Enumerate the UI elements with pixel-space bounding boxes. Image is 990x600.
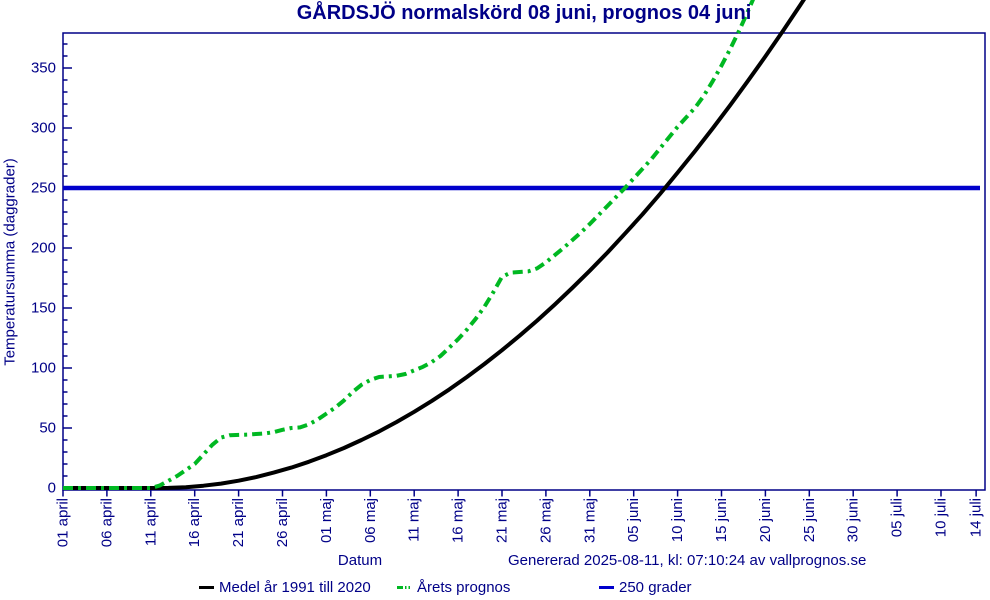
y-tick-label: 200 bbox=[31, 240, 56, 257]
y-tick-label: 350 bbox=[31, 60, 56, 77]
x-tick-label: 20 juni bbox=[757, 498, 774, 542]
y-axis-label: Temperatursumma (daggrader) bbox=[1, 158, 19, 366]
x-tick-label: 21 april bbox=[230, 498, 247, 547]
series-line-normal bbox=[63, 0, 807, 490]
legend-item-reference: 250 grader bbox=[599, 578, 692, 596]
x-tick-label: 14 juli bbox=[968, 498, 985, 537]
x-tick-label: 16 april bbox=[186, 498, 203, 547]
x-tick-label: 26 maj bbox=[537, 498, 554, 543]
y-tick-label: 150 bbox=[31, 300, 56, 317]
x-tick-label: 10 juni bbox=[669, 498, 686, 542]
series-line-forecast bbox=[63, 0, 755, 490]
plot-border bbox=[62, 32, 986, 491]
x-tick-label: 11 maj bbox=[406, 498, 423, 542]
x-tick-label: 15 juni bbox=[713, 498, 730, 542]
x-tick-label: 01 maj bbox=[318, 498, 335, 543]
generated-timestamp: Genererad 2025-08-11, kl: 07:10:24 av va… bbox=[508, 552, 867, 569]
chart-title: GÅRDSJÖ normalskörd 08 juni, prognos 04 … bbox=[296, 2, 752, 24]
legend-swatch-normal-line bbox=[199, 585, 214, 589]
y-tick-label: 0 bbox=[48, 480, 56, 497]
x-tick-label: 06 maj bbox=[362, 498, 379, 543]
x-tick-label: 21 maj bbox=[494, 498, 511, 543]
legend-swatch-reference-line bbox=[599, 585, 614, 589]
x-tick-label: 05 juli bbox=[889, 498, 906, 537]
x-tick-label: 06 april bbox=[98, 498, 115, 547]
y-tick-label: 300 bbox=[31, 120, 56, 137]
y-tick-label: 100 bbox=[31, 360, 56, 377]
legend-item-normal: Medel år 1991 till 2020 bbox=[199, 578, 371, 596]
x-tick-label: 26 april bbox=[274, 498, 291, 547]
legend-label-forecast: Årets prognos bbox=[417, 578, 511, 596]
x-tick-label: 01 april bbox=[55, 498, 72, 547]
x-tick-label: 11 april bbox=[142, 498, 159, 546]
y-tick-label: 250 bbox=[31, 180, 56, 197]
x-tick-label: 05 juni bbox=[625, 498, 642, 542]
x-tick-label: 16 maj bbox=[450, 498, 467, 543]
x-tick-label: 30 juni bbox=[845, 498, 862, 542]
y-tick-label: 50 bbox=[39, 420, 56, 437]
x-axis-label: Datum bbox=[337, 552, 383, 569]
legend-item-forecast: Årets prognos bbox=[397, 578, 511, 596]
x-tick-label: 31 maj bbox=[581, 498, 598, 543]
legend-label-normal: Medel år 1991 till 2020 bbox=[219, 578, 371, 596]
legend-label-reference: 250 grader bbox=[619, 578, 692, 596]
x-tick-label: 25 juni bbox=[801, 498, 818, 542]
x-tick-label: 10 juli bbox=[933, 498, 950, 537]
legend-swatch-forecast-line bbox=[397, 585, 412, 589]
